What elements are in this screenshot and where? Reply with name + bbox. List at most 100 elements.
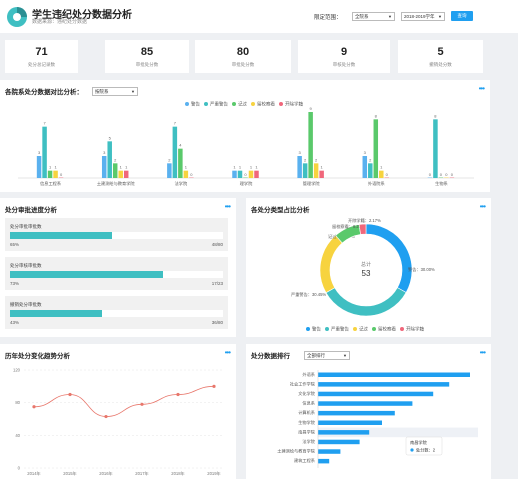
bar-value-label: 3 <box>299 150 302 155</box>
bar-value-label: 0 <box>445 172 448 177</box>
college-select-value: 全院系 <box>355 14 369 19</box>
stat-label: 撤销处分数 <box>429 62 452 67</box>
bar-value-label: 7 <box>174 121 177 126</box>
trend-chart-card: 历年处分变化趋势分析 ••• 0 40 80 120 2014年 2015年 2016年 20… <box>0 344 236 479</box>
tooltip-title: 南昌学院 <box>410 439 428 446</box>
legend-marker <box>185 102 189 106</box>
stat-card-reviewed: 80 审批处分数 <box>195 40 291 73</box>
y-tick-label: 土建测绘与教育学院 <box>277 448 316 455</box>
bar <box>167 163 172 178</box>
progress-item: 处分审核审批数 73% 17/23 <box>5 257 228 290</box>
bar <box>112 163 118 178</box>
more-icon[interactable]: ••• <box>478 84 485 93</box>
bar <box>313 163 319 178</box>
bar-value-label: 1 <box>120 165 123 170</box>
x-tick-label: 外语院系 <box>368 180 385 187</box>
progress-label: 撤销处分审批数 <box>10 302 42 307</box>
legend-label: 记过 <box>238 101 247 108</box>
stat-card-total: 71 处分总记录数 <box>5 40 78 73</box>
data-point <box>32 405 36 409</box>
bar <box>248 170 254 178</box>
rank-select[interactable]: 全部排行 ▼ <box>304 351 350 360</box>
bar-value-label: 1 <box>321 165 324 170</box>
stat-label: 处分总记录数 <box>28 62 55 67</box>
legend-label: 记过 <box>359 326 368 333</box>
more-icon[interactable]: ••• <box>479 348 486 357</box>
bar <box>368 163 373 178</box>
bar-value-label: 0 <box>60 172 63 177</box>
bar-value-label: 1 <box>54 165 57 170</box>
x-tick-label: 2016年 <box>99 470 113 477</box>
progress-title: 处分审批进度分析 <box>5 207 57 214</box>
bar <box>362 156 368 178</box>
type-chart-title: 各处分类型占比分析 <box>251 207 310 214</box>
more-icon[interactable]: ••• <box>224 348 231 357</box>
stat-value: 9 <box>340 46 348 58</box>
bar-value-label: 1 <box>125 165 128 170</box>
bar <box>373 119 379 178</box>
bar <box>36 156 42 178</box>
bar <box>42 126 47 178</box>
stat-value: 85 <box>140 46 154 58</box>
legend-marker <box>353 327 357 331</box>
trend-line-chart: 0 40 80 120 2014年 2015年 2016年 2017年 2018年 2019年 <box>13 368 224 477</box>
year-select[interactable]: 2018-2019学年 ▼ <box>401 12 445 21</box>
bar <box>308 112 313 178</box>
legend-label: 严重警告 <box>210 101 228 108</box>
x-tick-label: 管理学院 <box>303 180 321 187</box>
legend-marker <box>372 327 376 331</box>
bar-value-label: 9 <box>310 106 313 111</box>
y-tick-label: 40 <box>15 433 20 438</box>
query-button[interactable]: 查询 <box>451 11 473 21</box>
bar-value-label: 3 <box>364 150 367 155</box>
bar-value-label: 1 <box>239 165 242 170</box>
year-select-value: 2018-2019学年 <box>404 14 435 19</box>
bar-value-label: 5 <box>109 135 112 140</box>
bar <box>318 382 450 387</box>
y-tick-label: 外语系 <box>302 371 315 378</box>
bar <box>297 156 302 178</box>
dept-group-select[interactable]: 按院系 ▼ <box>92 87 138 96</box>
progress-fill <box>10 310 102 317</box>
x-tick-label: 2017年 <box>135 470 149 477</box>
bar <box>254 170 259 178</box>
bar-value-label: 1 <box>185 165 188 170</box>
chevron-down-icon: ▼ <box>131 89 135 94</box>
bar <box>183 170 189 178</box>
app-title: 学生违纪处分数据分析 <box>32 10 132 21</box>
bar-value-label: 8 <box>375 113 378 118</box>
y-tick-label: 社会工作学院 <box>290 380 316 387</box>
bar-value-label: 2 <box>114 157 117 162</box>
bar <box>318 449 341 454</box>
stat-label: 审核处分数 <box>332 62 356 67</box>
data-point <box>104 414 108 419</box>
progress-percent: 43% <box>10 320 20 325</box>
bar-value-label: 1 <box>380 165 383 170</box>
tooltip-marker <box>410 448 414 452</box>
bar <box>107 141 112 178</box>
rank-bar-chart: 外语系社会工作学院文化学院信息系计算机系生物学院南昌学院法学院土建测绘与教育学院… <box>277 370 478 468</box>
bar <box>47 170 53 178</box>
more-icon[interactable]: ••• <box>479 202 486 211</box>
bar-value-label: 2 <box>168 157 171 162</box>
more-icon[interactable]: ••• <box>224 202 231 211</box>
filter-label: 限定范围： <box>314 15 342 21</box>
legend-label: 开除学籍 <box>406 326 424 333</box>
bar-value-label: 1 <box>233 165 236 170</box>
donut-slice <box>358 223 367 235</box>
bar <box>318 391 434 397</box>
legend-marker <box>204 102 208 106</box>
stat-card-audit: 9 审核处分数 <box>298 40 390 73</box>
progress-item: 撤销处分审批数 43% 36/80 <box>5 296 228 329</box>
bar-value-label: 0 <box>190 172 193 177</box>
bar-value-label: 0 <box>244 172 247 177</box>
college-select[interactable]: 全院系 ▼ <box>352 12 395 21</box>
y-tick-label: 信息系 <box>302 400 315 407</box>
progress-ratio: 17/23 <box>211 281 223 286</box>
legend-label: 严重警告 <box>331 326 349 333</box>
legend-marker <box>232 102 236 106</box>
legend-label: 留校察看 <box>378 326 396 333</box>
slice-label: 开除学籍：2.17% <box>348 217 381 224</box>
bar <box>318 458 330 464</box>
